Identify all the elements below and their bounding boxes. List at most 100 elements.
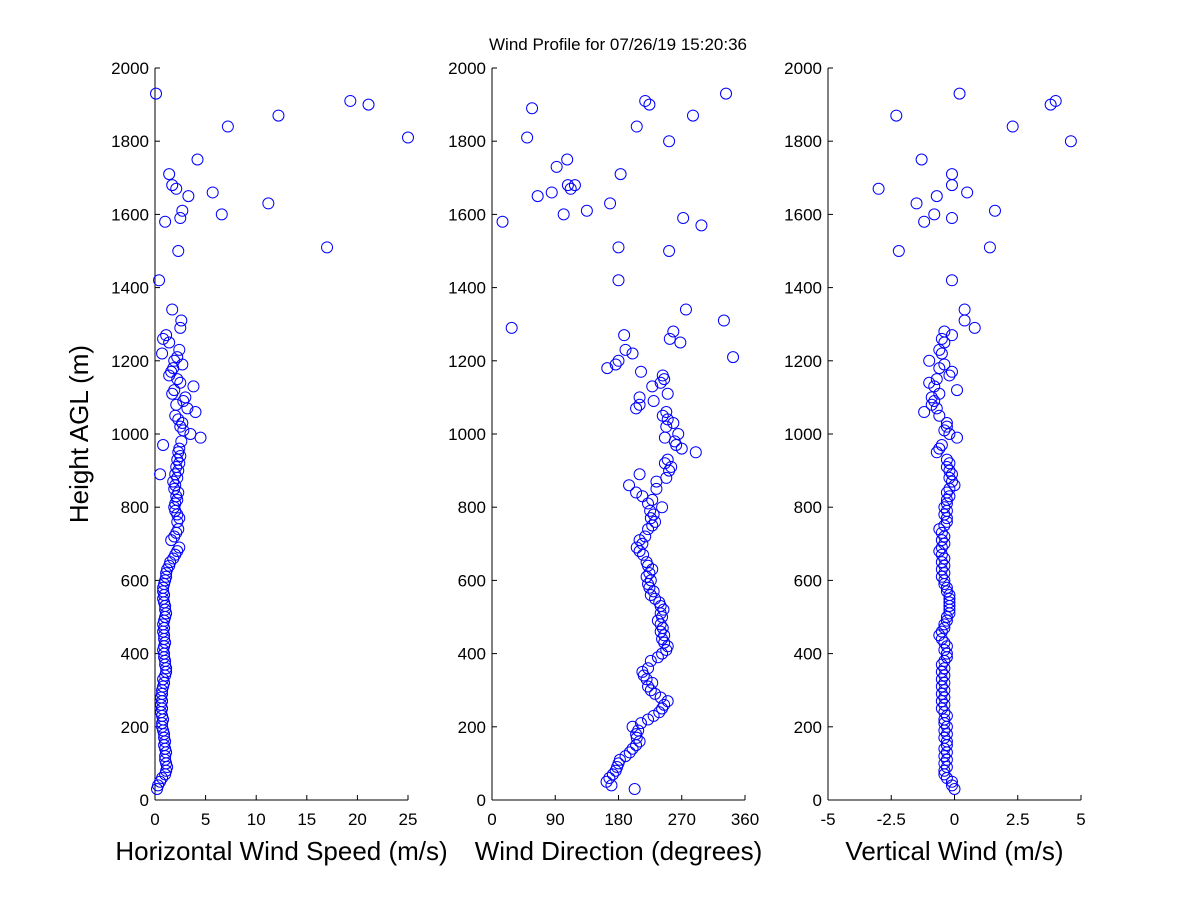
data-point	[686, 109, 699, 122]
data-point	[174, 212, 187, 225]
data-point	[940, 453, 953, 466]
data-point	[643, 98, 656, 111]
y-tick-label: 1600	[111, 205, 149, 224]
data-point	[928, 208, 941, 221]
data-point	[561, 179, 574, 192]
data-point	[665, 460, 678, 473]
y-tick-label: 200	[458, 718, 486, 737]
data-point	[654, 625, 667, 638]
data-point	[272, 109, 285, 122]
data-point	[943, 471, 956, 484]
data-point	[679, 303, 692, 316]
x-axis-label: Vertical Wind (m/s)	[845, 836, 1063, 866]
data-point	[938, 552, 951, 565]
data-point	[163, 336, 176, 349]
data-point	[940, 417, 953, 430]
data-point	[658, 636, 671, 649]
data-point	[663, 332, 676, 345]
data-point	[938, 567, 951, 580]
data-point	[623, 479, 636, 492]
x-tick-label: 10	[247, 810, 266, 829]
data-point	[167, 475, 180, 488]
data-point	[630, 402, 643, 415]
data-point	[940, 585, 953, 598]
data-point	[935, 680, 948, 693]
data-point	[168, 384, 181, 397]
data-point	[639, 530, 652, 543]
data-point	[940, 640, 953, 653]
data-point	[674, 336, 687, 349]
data-point	[938, 676, 951, 689]
data-point	[930, 373, 943, 386]
data-point	[925, 391, 938, 404]
y-tick-label: 800	[458, 498, 486, 517]
data-point	[153, 274, 166, 287]
data-point	[938, 501, 951, 514]
data-point	[654, 618, 667, 631]
data-point	[928, 395, 941, 408]
data-point	[935, 695, 948, 708]
data-point	[568, 179, 581, 192]
data-point	[945, 212, 958, 225]
data-point	[938, 636, 951, 649]
y-tick-label: 200	[121, 718, 149, 737]
data-point	[689, 446, 702, 459]
x-tick-label: 0	[487, 810, 496, 829]
x-tick-label: 360	[731, 810, 759, 829]
data-point	[164, 556, 177, 569]
data-point	[656, 409, 669, 422]
y-tick-label: 400	[121, 645, 149, 664]
data-point	[154, 468, 167, 481]
x-tick-label: 2.5	[1006, 810, 1030, 829]
data-point	[157, 332, 170, 345]
data-point	[938, 508, 951, 521]
data-point	[168, 501, 181, 514]
data-point	[600, 775, 613, 788]
data-point	[943, 464, 956, 477]
data-point	[660, 471, 673, 484]
data-point	[651, 651, 664, 664]
data-point	[157, 643, 170, 656]
data-point	[636, 490, 649, 503]
data-point	[163, 168, 176, 181]
data-point	[651, 614, 664, 627]
data-point	[660, 406, 673, 419]
y-tick-label: 1400	[448, 279, 486, 298]
data-point	[160, 570, 173, 583]
data-point	[938, 424, 951, 437]
data-point	[940, 753, 953, 766]
data-point	[938, 669, 951, 682]
data-point	[938, 713, 951, 726]
data-point	[940, 728, 953, 741]
data-point	[938, 618, 951, 631]
data-point	[653, 596, 666, 609]
data-point	[658, 698, 671, 711]
data-point	[938, 530, 951, 543]
data-point	[661, 453, 674, 466]
data-point	[661, 387, 674, 400]
data-point	[564, 182, 577, 195]
data-point	[872, 182, 885, 195]
data-point	[658, 629, 671, 642]
data-point	[643, 567, 656, 580]
data-point	[945, 475, 958, 488]
data-point	[940, 420, 953, 433]
data-point	[171, 373, 184, 386]
y-tick-label: 600	[458, 571, 486, 590]
data-point	[157, 713, 170, 726]
data-point	[614, 168, 627, 181]
data-point	[1006, 120, 1019, 133]
data-point	[933, 343, 946, 356]
x-tick-label: 15	[297, 810, 316, 829]
data-point	[930, 446, 943, 459]
data-point	[935, 632, 948, 645]
data-point	[667, 325, 680, 338]
y-tick-label: 800	[121, 498, 149, 517]
data-point	[642, 662, 655, 675]
data-point	[717, 314, 730, 327]
data-point	[938, 643, 951, 656]
data-point	[915, 153, 928, 166]
data-point	[166, 303, 179, 316]
data-point	[940, 647, 953, 660]
data-point	[658, 457, 671, 470]
